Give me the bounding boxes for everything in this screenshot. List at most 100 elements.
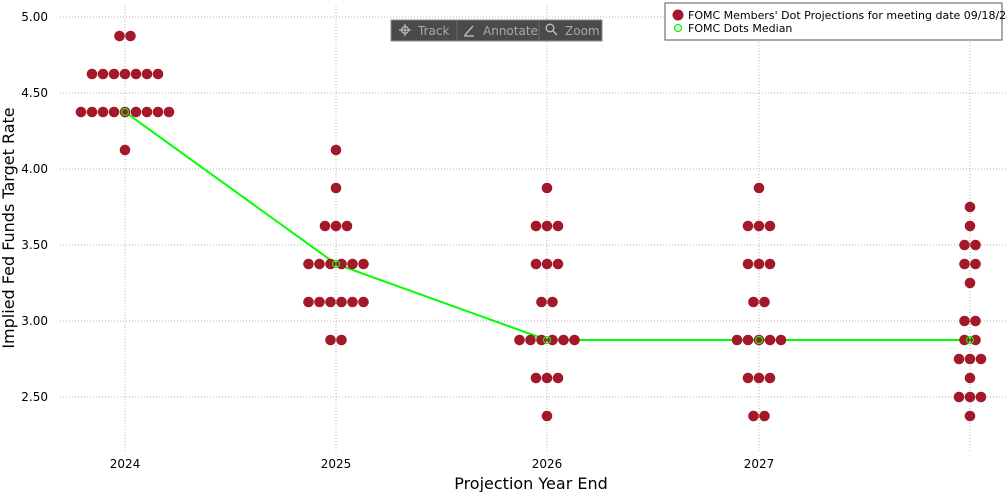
chart-toolbar: Track Annotate Zoom bbox=[390, 19, 603, 42]
dot-projection bbox=[748, 296, 759, 308]
median-point bbox=[965, 335, 975, 345]
zoom-button[interactable]: Zoom bbox=[540, 21, 601, 40]
y-axis-title: Implied Fed Funds Target Rate bbox=[0, 107, 18, 348]
dot-projection bbox=[130, 68, 142, 80]
dot-projection bbox=[86, 106, 98, 118]
dot-projection bbox=[975, 353, 987, 365]
dot-projection bbox=[970, 239, 981, 251]
dot-projection bbox=[964, 353, 976, 365]
dots-layer bbox=[75, 30, 987, 422]
dot-projection bbox=[119, 144, 131, 156]
dot-projection bbox=[731, 334, 743, 346]
dot-projection bbox=[964, 410, 976, 422]
dot-projection bbox=[525, 334, 536, 346]
dot-projection bbox=[552, 372, 564, 384]
legend-dots-label: FOMC Members' Dot Projections for meetin… bbox=[688, 9, 1006, 22]
x-tick-labels: 2024 2025 2026 2027 bbox=[110, 457, 775, 471]
median-point bbox=[542, 335, 552, 345]
dot-projection bbox=[759, 410, 770, 422]
dot-projection bbox=[753, 220, 765, 232]
dot-projection bbox=[975, 391, 987, 403]
dot-projection bbox=[547, 296, 558, 308]
dot-projection bbox=[541, 410, 553, 422]
dot-projection bbox=[336, 334, 347, 346]
dot-projection bbox=[303, 296, 314, 308]
dot-projection bbox=[325, 334, 336, 346]
median-point bbox=[331, 259, 341, 269]
dot-projection bbox=[775, 334, 787, 346]
dot-projection bbox=[314, 296, 325, 308]
dot-projection bbox=[541, 258, 553, 270]
dot-projection bbox=[108, 106, 120, 118]
dot-projection bbox=[514, 334, 525, 346]
y-tick-labels: 5.00 4.50 4.00 3.50 3.00 2.50 bbox=[21, 10, 48, 404]
dot-projection bbox=[336, 258, 347, 270]
x-axis-title: Projection Year End bbox=[454, 474, 608, 492]
dot-projection bbox=[742, 258, 754, 270]
median-point bbox=[120, 107, 130, 117]
dot-projection bbox=[114, 30, 125, 42]
legend: FOMC Members' Dot Projections for meetin… bbox=[664, 2, 1006, 41]
x-tick-label: 2024 bbox=[110, 457, 141, 471]
dot-projection bbox=[530, 372, 542, 384]
dot-projection bbox=[536, 296, 547, 308]
dot-projection bbox=[970, 315, 981, 327]
dot-projection bbox=[764, 334, 776, 346]
dot-projection bbox=[541, 372, 553, 384]
dot-projection bbox=[330, 144, 342, 156]
dot-projection bbox=[75, 106, 87, 118]
dot-projection bbox=[347, 296, 358, 308]
dot-projection bbox=[748, 410, 759, 422]
dot-projection bbox=[536, 334, 547, 346]
dot-projection bbox=[970, 258, 981, 270]
dot-projection bbox=[119, 68, 131, 80]
dot-projection bbox=[303, 258, 314, 270]
annotate-button[interactable]: Annotate bbox=[458, 21, 538, 40]
dot-projection bbox=[97, 106, 109, 118]
dot-projection bbox=[558, 334, 569, 346]
median-layer bbox=[124, 111, 970, 341]
dot-projection bbox=[330, 220, 342, 232]
dot-projection bbox=[742, 334, 754, 346]
pencil-icon bbox=[464, 25, 474, 37]
dot-projection bbox=[325, 296, 336, 308]
dot-projection bbox=[86, 68, 98, 80]
dot-projection bbox=[742, 220, 754, 232]
dot-projection bbox=[358, 296, 369, 308]
dot-projection bbox=[753, 372, 765, 384]
dot-projection bbox=[130, 106, 142, 118]
annotate-button-label: Annotate bbox=[483, 24, 538, 38]
x-tick-label: 2027 bbox=[744, 457, 775, 471]
dot-projection bbox=[108, 68, 120, 80]
track-button-label: Track bbox=[417, 24, 449, 38]
x-tick-label: 2026 bbox=[532, 457, 563, 471]
dot-projection bbox=[336, 296, 347, 308]
dot-projection bbox=[152, 106, 164, 118]
dot-projection bbox=[530, 220, 542, 232]
y-tick-label: 2.50 bbox=[21, 390, 48, 404]
median-points-layer bbox=[120, 107, 975, 345]
dot-projection bbox=[163, 106, 175, 118]
dot-projection bbox=[347, 258, 358, 270]
dot-projection bbox=[753, 258, 765, 270]
dot-projection bbox=[953, 391, 965, 403]
dot-projection bbox=[964, 277, 976, 289]
dot-projection bbox=[552, 220, 564, 232]
dot-projection bbox=[152, 68, 164, 80]
y-tick-label: 5.00 bbox=[21, 10, 48, 24]
dot-projection bbox=[764, 372, 776, 384]
dot-projection bbox=[125, 30, 136, 42]
y-tick-label: 3.00 bbox=[21, 314, 48, 328]
dot-projection bbox=[530, 258, 542, 270]
legend-dots-marker bbox=[672, 9, 684, 21]
dot-projection bbox=[970, 334, 981, 346]
track-button[interactable]: Track bbox=[392, 21, 456, 40]
dot-projection bbox=[764, 220, 776, 232]
x-tick-label: 2025 bbox=[321, 457, 352, 471]
dot-projection bbox=[330, 182, 342, 194]
legend-median-label: FOMC Dots Median bbox=[688, 22, 792, 35]
magnifier-icon bbox=[545, 23, 558, 36]
dot-projection bbox=[569, 334, 580, 346]
